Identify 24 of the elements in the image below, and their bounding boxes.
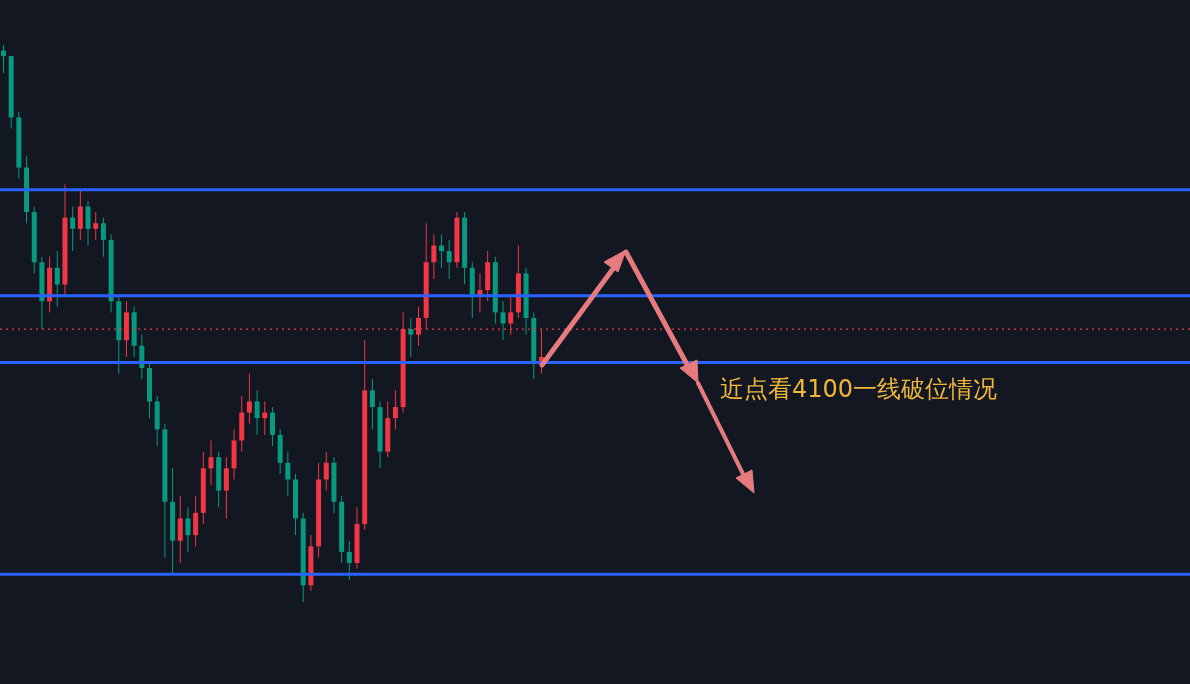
candlestick <box>85 200 91 247</box>
candlestick <box>254 389 260 436</box>
candlestick <box>70 206 76 252</box>
candlestick <box>185 506 191 553</box>
candlestick <box>269 406 275 447</box>
candlestick <box>54 250 60 308</box>
candlestick <box>246 373 252 425</box>
candlestick <box>208 439 214 486</box>
candlestick <box>408 317 414 358</box>
candlestick <box>93 211 99 241</box>
candlestick <box>285 451 291 497</box>
candlestick <box>177 495 183 564</box>
candlestick <box>193 495 199 547</box>
text: 近点看4100一线破位情况 <box>720 374 998 405</box>
candlestick <box>500 300 506 341</box>
candlestick <box>446 239 452 280</box>
candlestick <box>392 389 398 430</box>
candlestick <box>223 456 229 519</box>
candlestick <box>77 189 83 241</box>
candlestick <box>323 451 329 492</box>
candlestick <box>100 217 106 258</box>
candlestick <box>431 233 437 280</box>
candlestick <box>369 378 375 430</box>
candlestick <box>346 540 352 581</box>
